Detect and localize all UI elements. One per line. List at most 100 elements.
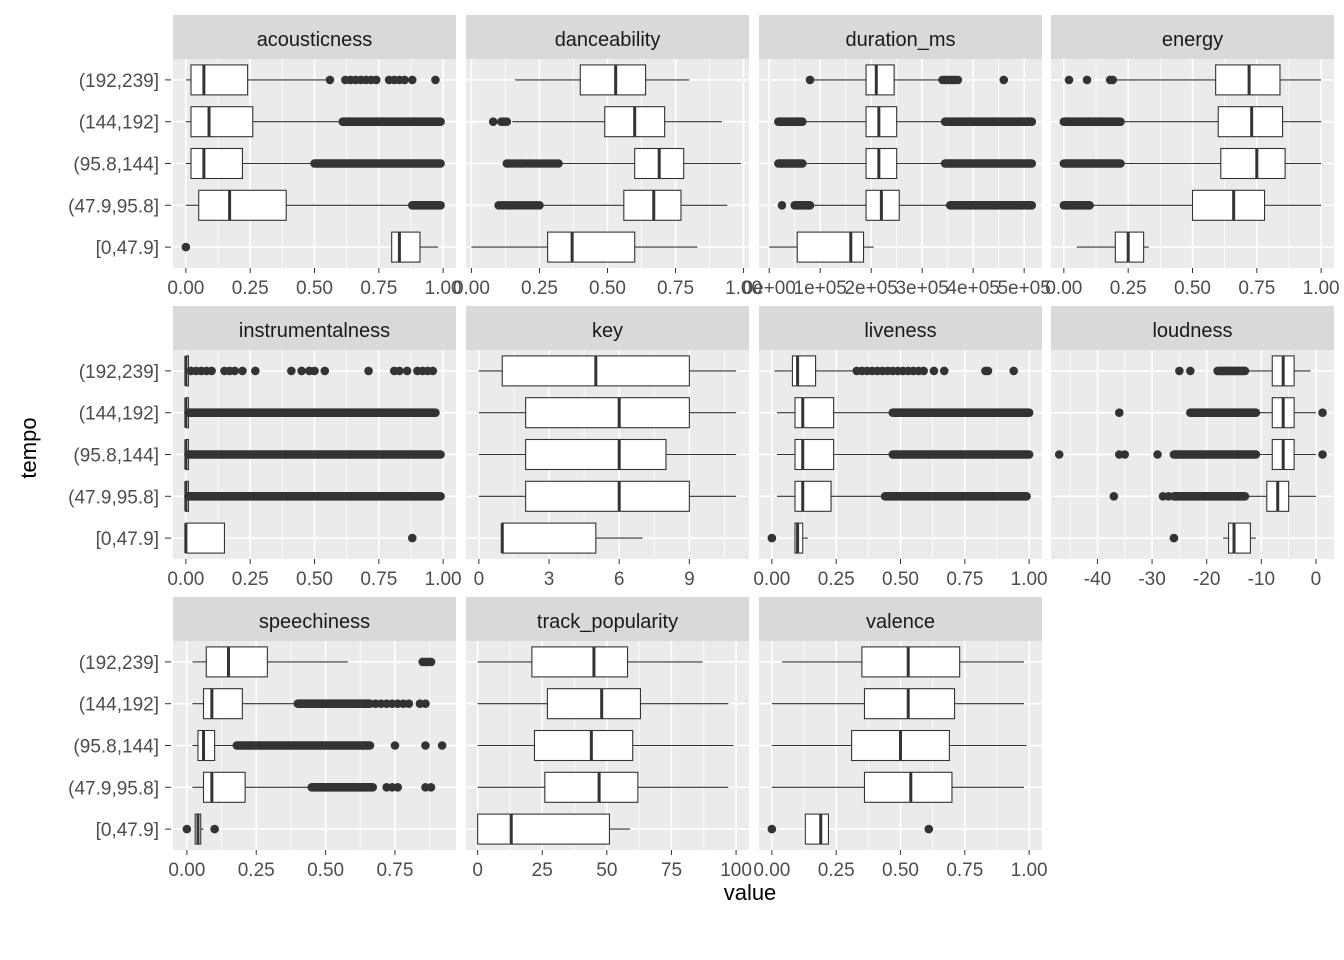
x-tick-label: -40 xyxy=(1084,569,1111,590)
outlier-point xyxy=(426,657,436,667)
outlier-point xyxy=(230,366,240,376)
x-tick-label: 0.50 xyxy=(882,569,919,590)
box-(144,192] xyxy=(192,688,430,720)
outlier-point xyxy=(181,242,191,252)
outlier-point xyxy=(426,783,436,792)
outlier-point xyxy=(767,533,777,543)
x-tick-label: 0.25 xyxy=(238,860,275,881)
box-iqr xyxy=(531,646,629,678)
outlier-point xyxy=(395,366,404,376)
outlier-band xyxy=(940,117,1037,126)
outlier-band xyxy=(232,741,375,750)
box-(47.9,95.8] xyxy=(1059,189,1322,221)
x-tick-label: 6 xyxy=(614,569,625,590)
outlier-point xyxy=(421,741,430,750)
outlier-point xyxy=(1120,450,1130,459)
outlier-point xyxy=(404,699,414,708)
x-tick-label: 1e+05 xyxy=(794,278,847,299)
x-tick-label: 0.00 xyxy=(167,569,204,590)
facet-panel-duration_ms: duration_ms 0e+001e+052e+053e+054e+055e+0… xyxy=(743,15,1051,299)
facet-strip xyxy=(759,306,1042,350)
x-axis-title: value xyxy=(724,880,777,905)
box-(95.8,144] xyxy=(1059,147,1322,180)
outlier-point xyxy=(407,75,417,85)
box-iqr xyxy=(198,189,287,221)
facet-strip xyxy=(759,597,1042,641)
x-tick-label: 0.50 xyxy=(307,860,344,881)
y-tick-label: (95.8,144] xyxy=(73,446,159,467)
outlier-band xyxy=(1186,408,1261,417)
outlier-point xyxy=(1318,408,1327,418)
outlier-point xyxy=(1175,366,1184,376)
facet-panel-liveness: liveness 0.00 0.25 0.50 0.75 1.00 xyxy=(753,306,1048,590)
box-(95.8,144] xyxy=(192,729,447,762)
outlier-band xyxy=(888,450,1034,459)
outlier-point xyxy=(437,741,447,750)
facet-strip xyxy=(1051,15,1334,59)
facet-title: danceability xyxy=(555,29,661,51)
outlier-band xyxy=(1213,366,1250,376)
facet-title: energy xyxy=(1162,29,1223,51)
box-(47.9,95.8] xyxy=(777,189,1037,221)
box-[0,47.9] xyxy=(1076,231,1149,263)
outlier-point xyxy=(502,117,512,126)
x-tick-label: 25 xyxy=(532,860,553,881)
box-iqr xyxy=(197,729,216,762)
box-(95.8,144] xyxy=(774,147,1037,180)
facet-strip xyxy=(759,15,1042,59)
box-iqr xyxy=(863,771,953,803)
outlier-point xyxy=(1054,450,1064,459)
outlier-point xyxy=(251,366,260,376)
box-(192,239] xyxy=(184,355,438,387)
x-tick-label: 0 xyxy=(474,569,485,590)
y-axis-title: tempo xyxy=(16,417,41,478)
x-tick-label: 0.75 xyxy=(657,278,694,299)
x-tick-label: 0.50 xyxy=(296,278,333,299)
outlier-band xyxy=(1169,492,1250,501)
x-tick-label: 0 xyxy=(1311,569,1322,590)
facet-strip xyxy=(173,15,456,59)
facet-panel-instrumentalness: instrumentalness 0.00 0.25 0.50 0.75 1.00 xyxy=(167,306,462,590)
x-tick-label: 1.00 xyxy=(425,569,462,590)
outlier-point xyxy=(1009,366,1018,376)
outlier-point xyxy=(310,366,319,376)
box-iqr xyxy=(804,813,830,845)
outlier-point xyxy=(364,366,373,376)
box-[0,47.9] xyxy=(181,231,438,263)
box-iqr xyxy=(546,688,642,720)
box-iqr xyxy=(865,147,898,180)
facet-strip xyxy=(173,597,456,641)
box-[0,47.9] xyxy=(769,231,874,263)
box-(144,192] xyxy=(1059,106,1322,138)
box-iqr xyxy=(391,231,421,263)
box-iqr xyxy=(865,64,895,96)
box-iqr xyxy=(1228,522,1251,554)
box-(192,239] xyxy=(782,646,1024,678)
outlier-point xyxy=(939,366,949,376)
outlier-point xyxy=(1109,492,1119,501)
box-iqr xyxy=(525,438,667,471)
box-(47.9,95.8] xyxy=(478,480,737,512)
outlier-band xyxy=(888,408,1034,417)
outlier-point xyxy=(421,699,430,708)
box-(47.9,95.8] xyxy=(1109,480,1316,512)
outlier-point xyxy=(924,824,934,834)
box-(192,239] xyxy=(477,646,703,678)
box-(144,192] xyxy=(185,106,445,138)
box-(144,192] xyxy=(777,397,1034,429)
x-tick-label: 0 xyxy=(472,860,483,881)
outlier-point xyxy=(320,366,330,376)
x-tick-label: 4e+05 xyxy=(946,278,999,299)
outlier-point xyxy=(400,75,409,85)
x-tick-label: 0.00 xyxy=(167,278,204,299)
outlier-point xyxy=(953,75,963,85)
x-tick-label: 0.25 xyxy=(232,569,269,590)
box-iqr xyxy=(1220,147,1286,180)
box-iqr xyxy=(185,522,226,554)
outlier-point xyxy=(983,366,993,376)
box-iqr xyxy=(547,231,636,263)
outlier-point xyxy=(488,117,498,126)
y-tick-label: (144,192] xyxy=(79,404,159,425)
outlier-point xyxy=(1082,75,1092,85)
x-tick-label: 0.75 xyxy=(946,860,983,881)
